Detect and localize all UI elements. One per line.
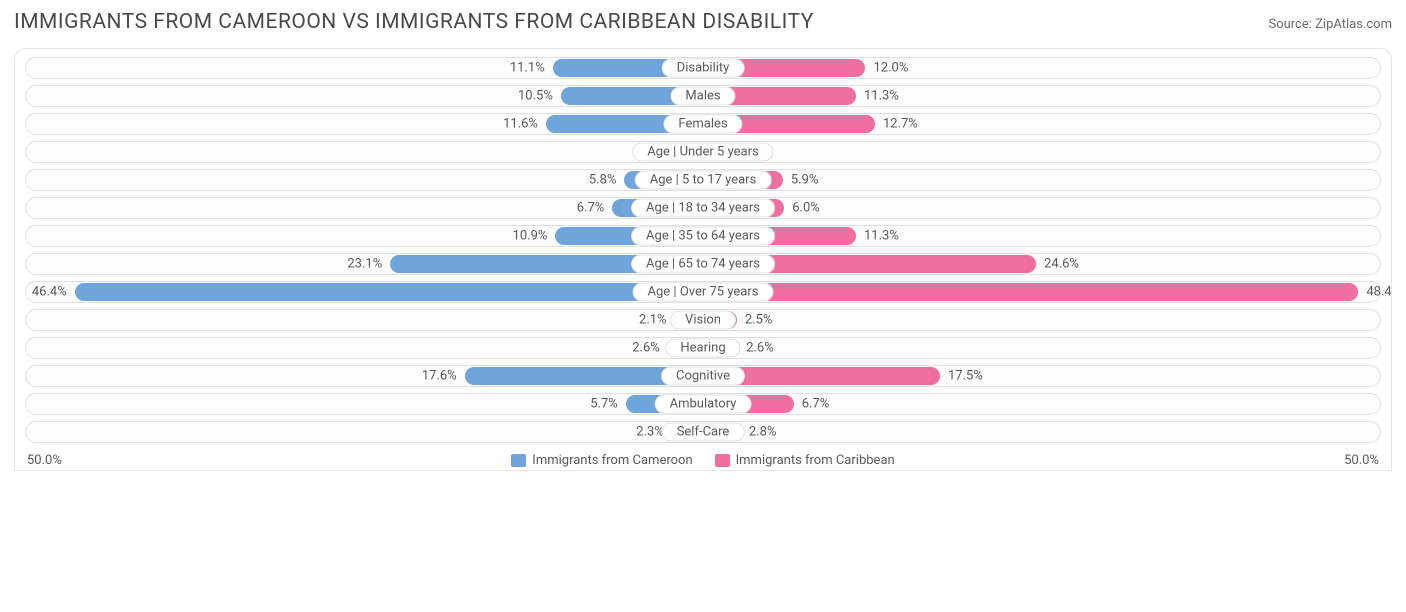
value-right: 2.8% bbox=[749, 425, 777, 440]
bar-left bbox=[75, 283, 703, 301]
row-track: 46.4%48.4%Age | Over 75 years bbox=[25, 281, 1381, 303]
row-track: 2.1% 2.5% Vision bbox=[25, 309, 1381, 331]
row-track: 10.9% 11.3% Age | 35 to 64 years bbox=[25, 225, 1381, 247]
value-left: 17.6% bbox=[422, 369, 457, 384]
row-track: 10.5% 11.3% Males bbox=[25, 85, 1381, 107]
category-label: Age | 65 to 74 years bbox=[631, 255, 775, 274]
row-track: 11.1% 12.0% Disability bbox=[25, 57, 1381, 79]
source-prefix: Source: bbox=[1268, 17, 1315, 32]
row-track: 11.6% 12.7% Females bbox=[25, 113, 1381, 135]
category-label: Age | 18 to 34 years bbox=[631, 199, 775, 218]
legend-item-left: Immigrants from Cameroon bbox=[511, 453, 692, 468]
chart-row: 5.7% 6.7% Ambulatory bbox=[25, 393, 1381, 415]
category-label: Ambulatory bbox=[655, 395, 752, 414]
row-track: 2.6% 2.6% Hearing bbox=[25, 337, 1381, 359]
chart-row: 11.6% 12.7% Females bbox=[25, 113, 1381, 135]
source-name: ZipAtlas.com bbox=[1315, 17, 1392, 32]
axis-legend-bar: 50.0% Immigrants from Cameroon Immigrant… bbox=[15, 449, 1391, 470]
category-label: Males bbox=[670, 87, 735, 106]
value-left: 2.1% bbox=[639, 313, 667, 328]
diverging-bar-chart: 11.1% 12.0% Disability 10.5% 11.3% Males 11.6%… bbox=[14, 48, 1392, 471]
chart-row: 11.1% 12.0% Disability bbox=[25, 57, 1381, 79]
legend-label-left: Immigrants from Cameroon bbox=[532, 453, 692, 468]
legend-item-right: Immigrants from Caribbean bbox=[715, 453, 895, 468]
value-right: 17.5% bbox=[948, 369, 983, 384]
value-right: 2.6% bbox=[746, 341, 774, 356]
value-left: 2.6% bbox=[632, 341, 660, 356]
value-left: 46.4% bbox=[32, 285, 67, 300]
category-label: Disability bbox=[662, 59, 745, 78]
value-right: 11.3% bbox=[864, 89, 899, 104]
row-track: 17.6% 17.5% Cognitive bbox=[25, 365, 1381, 387]
legend: Immigrants from Cameroon Immigrants from… bbox=[511, 453, 894, 468]
chart-row: 5.8% 5.9% Age | 5 to 17 years bbox=[25, 169, 1381, 191]
category-label: Hearing bbox=[665, 339, 740, 358]
category-label: Age | 5 to 17 years bbox=[635, 171, 772, 190]
swatch-right bbox=[715, 454, 730, 467]
row-track: 5.8% 5.9% Age | 5 to 17 years bbox=[25, 169, 1381, 191]
value-right: 6.0% bbox=[792, 201, 820, 216]
category-label: Vision bbox=[670, 311, 736, 330]
chart-row: 23.1% 24.6% Age | 65 to 74 years bbox=[25, 253, 1381, 275]
chart-row: 1.4%1.2%Age | Under 5 years bbox=[25, 141, 1381, 163]
chart-title: IMMIGRANTS FROM CAMEROON VS IMMIGRANTS F… bbox=[14, 10, 814, 34]
bar-right bbox=[703, 283, 1358, 301]
axis-right-max: 50.0% bbox=[1344, 453, 1379, 468]
value-left: 5.7% bbox=[590, 397, 618, 412]
chart-row: 10.9% 11.3% Age | 35 to 64 years bbox=[25, 225, 1381, 247]
value-right: 48.4% bbox=[1366, 285, 1392, 300]
value-right: 6.7% bbox=[802, 397, 830, 412]
row-track: 5.7% 6.7% Ambulatory bbox=[25, 393, 1381, 415]
chart-row: 46.4%48.4%Age | Over 75 years bbox=[25, 281, 1381, 303]
header: IMMIGRANTS FROM CAMEROON VS IMMIGRANTS F… bbox=[14, 10, 1392, 34]
chart-row: 2.1% 2.5% Vision bbox=[25, 309, 1381, 331]
value-right: 24.6% bbox=[1044, 257, 1079, 272]
category-label: Females bbox=[663, 115, 742, 134]
axis-left-max: 50.0% bbox=[27, 453, 62, 468]
value-left: 5.8% bbox=[589, 173, 617, 188]
category-label: Age | 35 to 64 years bbox=[631, 227, 775, 246]
chart-row: 2.3% 2.8% Self-Care bbox=[25, 421, 1381, 443]
chart-container: IMMIGRANTS FROM CAMEROON VS IMMIGRANTS F… bbox=[0, 0, 1406, 481]
chart-row: 10.5% 11.3% Males bbox=[25, 85, 1381, 107]
row-track: 1.4%1.2%Age | Under 5 years bbox=[25, 141, 1381, 163]
value-right: 12.0% bbox=[873, 61, 908, 76]
legend-label-right: Immigrants from Caribbean bbox=[736, 453, 895, 468]
chart-row: 17.6% 17.5% Cognitive bbox=[25, 365, 1381, 387]
row-track: 6.7% 6.0% Age | 18 to 34 years bbox=[25, 197, 1381, 219]
value-left: 10.5% bbox=[518, 89, 553, 104]
category-label: Age | Over 75 years bbox=[633, 283, 774, 302]
chart-row: 6.7% 6.0% Age | 18 to 34 years bbox=[25, 197, 1381, 219]
category-label: Self-Care bbox=[662, 423, 745, 442]
value-right: 2.5% bbox=[745, 313, 773, 328]
chart-row: 2.6% 2.6% Hearing bbox=[25, 337, 1381, 359]
category-label: Age | Under 5 years bbox=[632, 143, 773, 162]
value-right: 5.9% bbox=[791, 173, 819, 188]
value-left: 6.7% bbox=[577, 201, 605, 216]
chart-rows: 11.1% 12.0% Disability 10.5% 11.3% Males 11.6%… bbox=[15, 57, 1391, 443]
value-right: 11.3% bbox=[864, 229, 899, 244]
swatch-left bbox=[511, 454, 526, 467]
value-left: 11.1% bbox=[510, 61, 545, 76]
value-left: 2.3% bbox=[636, 425, 664, 440]
category-label: Cognitive bbox=[661, 367, 745, 386]
row-track: 2.3% 2.8% Self-Care bbox=[25, 421, 1381, 443]
row-track: 23.1% 24.6% Age | 65 to 74 years bbox=[25, 253, 1381, 275]
value-right: 12.7% bbox=[883, 117, 918, 132]
value-left: 10.9% bbox=[513, 229, 548, 244]
value-left: 23.1% bbox=[347, 257, 382, 272]
source-credit: Source: ZipAtlas.com bbox=[1268, 17, 1392, 32]
value-left: 11.6% bbox=[503, 117, 538, 132]
